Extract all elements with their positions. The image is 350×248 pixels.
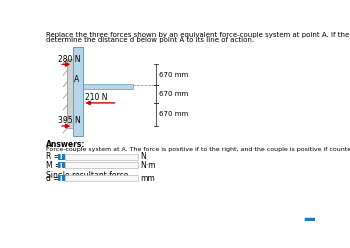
Text: Replace the three forces shown by an equivalent force-couple system at point A. : Replace the three forces shown by an equ… [46, 32, 350, 38]
Text: i: i [60, 161, 63, 170]
Text: 395 N: 395 N [58, 116, 81, 125]
Text: determine the distance d below point A to its line of action.: determine the distance d below point A t… [46, 37, 254, 43]
Text: Force-couple system at A. The force is positive if to the right, and the couple : Force-couple system at A. The force is p… [46, 147, 350, 152]
Bar [73, 47, 83, 136]
Bar [67, 59, 73, 128]
Text: 280 N: 280 N [58, 55, 81, 64]
Text: A: A [74, 75, 79, 84]
Bar [65, 175, 138, 182]
Text: R =: R = [46, 152, 60, 161]
Text: i: i [60, 174, 63, 183]
Text: 670 mm: 670 mm [159, 91, 189, 97]
Bar [65, 154, 138, 160]
Text: d =: d = [46, 174, 60, 183]
Text: M =: M = [46, 161, 62, 170]
Text: mm: mm [140, 174, 155, 183]
Text: 670 mm: 670 mm [159, 72, 189, 78]
Bar [58, 175, 65, 182]
Text: N·m: N·m [140, 161, 155, 170]
Bar [65, 162, 138, 168]
Text: 670 mm: 670 mm [159, 111, 189, 118]
Text: Answers:: Answers: [46, 140, 85, 149]
Bar [58, 154, 65, 160]
Text: Single resultant force.: Single resultant force. [46, 171, 131, 180]
Bar [83, 84, 133, 89]
Text: 210 N: 210 N [85, 93, 107, 102]
Text: i: i [60, 152, 63, 161]
Bar [58, 162, 65, 168]
Text: N: N [140, 152, 146, 161]
